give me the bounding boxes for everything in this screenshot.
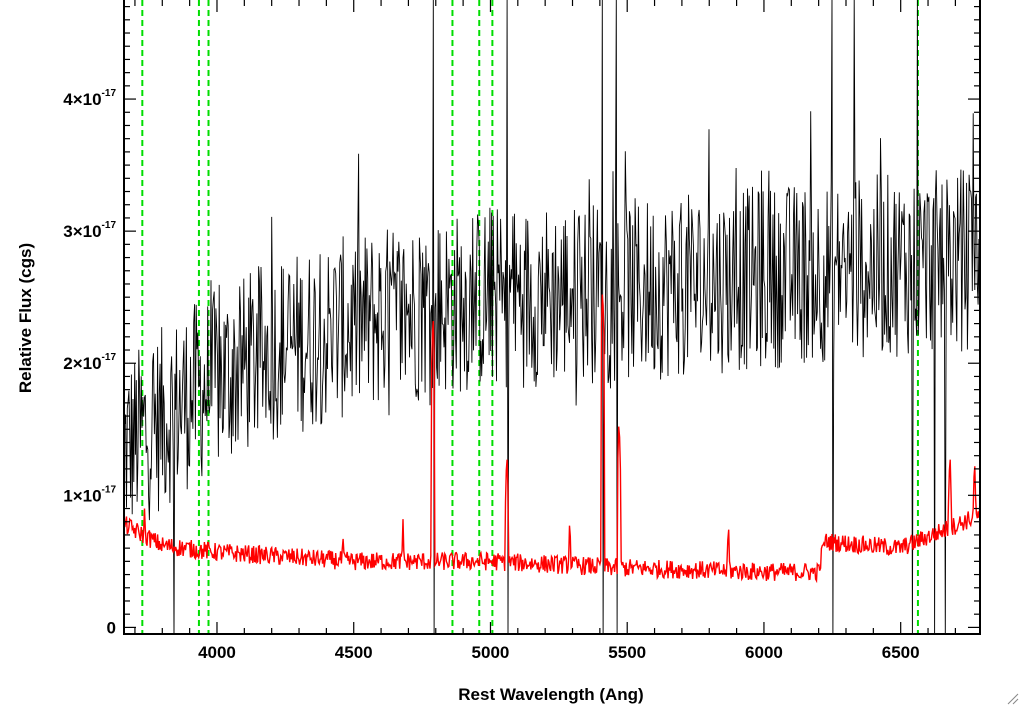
series-line-0 — [124, 0, 980, 634]
spectrum-series — [124, 0, 980, 634]
x-tick-label-3: 5500 — [608, 643, 646, 662]
tick-labels: 4000 4500 5000 5500 6000 6500 0 1×10-17 2×10-17 3… — [63, 88, 919, 662]
plot-axes — [123, 0, 981, 635]
resize-grip-icon — [1007, 693, 1019, 705]
axis-ticks — [124, 0, 980, 634]
series-line-1 — [124, 294, 980, 584]
x-tick-label-5: 6500 — [882, 643, 920, 662]
x-tick-label-2: 5000 — [472, 643, 510, 662]
y-tick-label-4: 4×10-17 — [63, 88, 116, 109]
plot-frame — [123, 0, 981, 635]
y-tick-label-3: 3×10-17 — [63, 220, 116, 241]
x-tick-label-0: 4000 — [198, 643, 236, 662]
x-tick-label-4: 6000 — [745, 643, 783, 662]
y-tick-label-2: 2×10-17 — [63, 352, 116, 373]
x-axis-title: Rest Wavelength (Ang) — [458, 685, 643, 704]
y-tick-label-1: 1×10-17 — [63, 484, 116, 505]
x-tick-label-1: 4500 — [335, 643, 373, 662]
y-tick-label-0: 0 — [107, 618, 116, 637]
y-axis-title: Relative Flux (cgs) — [16, 243, 35, 393]
